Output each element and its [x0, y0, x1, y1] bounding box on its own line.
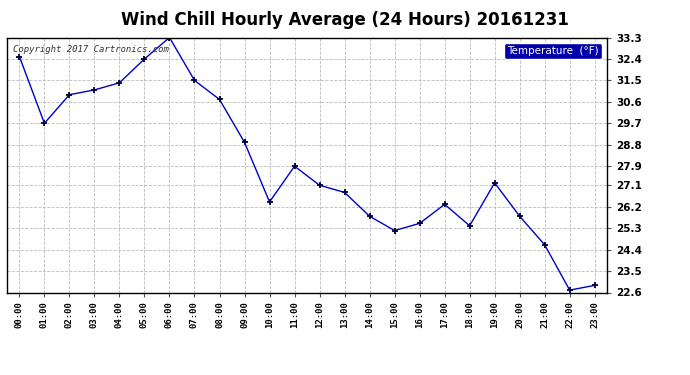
- Text: Copyright 2017 Cartronics.com: Copyright 2017 Cartronics.com: [13, 45, 169, 54]
- Legend: Temperature  (°F): Temperature (°F): [504, 43, 602, 59]
- Text: Wind Chill Hourly Average (24 Hours) 20161231: Wind Chill Hourly Average (24 Hours) 201…: [121, 11, 569, 29]
